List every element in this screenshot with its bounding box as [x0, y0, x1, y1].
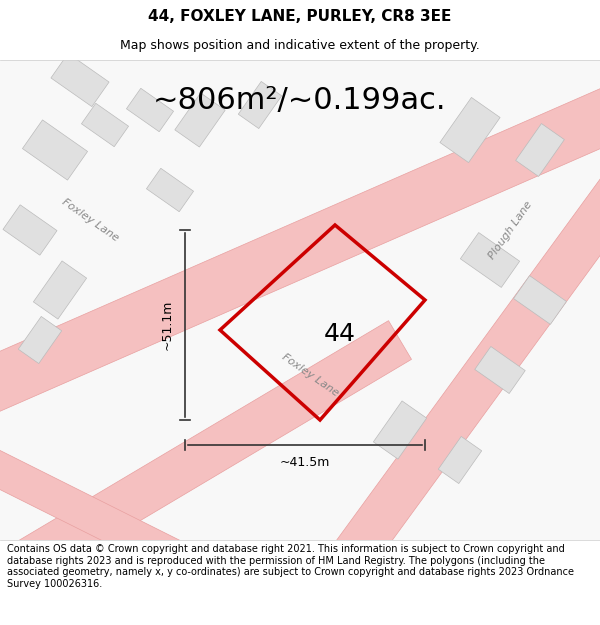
- Polygon shape: [34, 261, 86, 319]
- Text: Plough Lane: Plough Lane: [487, 199, 533, 261]
- Polygon shape: [438, 436, 482, 484]
- Polygon shape: [146, 168, 194, 212]
- Polygon shape: [332, 177, 600, 573]
- Polygon shape: [127, 88, 173, 132]
- Polygon shape: [238, 81, 282, 129]
- Polygon shape: [175, 93, 225, 147]
- Text: Foxley Lane: Foxley Lane: [280, 352, 340, 398]
- Polygon shape: [22, 120, 88, 180]
- Text: ~51.1m: ~51.1m: [161, 300, 173, 350]
- Text: 44, FOXLEY LANE, PURLEY, CR8 3EE: 44, FOXLEY LANE, PURLEY, CR8 3EE: [148, 9, 452, 24]
- Polygon shape: [82, 103, 128, 147]
- Text: Contains OS data © Crown copyright and database right 2021. This information is : Contains OS data © Crown copyright and d…: [7, 544, 574, 589]
- Text: Foxley Lane: Foxley Lane: [60, 197, 120, 243]
- Polygon shape: [515, 124, 565, 176]
- Polygon shape: [440, 98, 500, 162]
- Polygon shape: [19, 321, 412, 579]
- Text: ~806m²/~0.199ac.: ~806m²/~0.199ac.: [153, 86, 447, 114]
- Text: Map shows position and indicative extent of the property.: Map shows position and indicative extent…: [120, 39, 480, 51]
- Polygon shape: [3, 205, 57, 255]
- Polygon shape: [18, 316, 62, 364]
- Polygon shape: [0, 85, 600, 415]
- Text: 44: 44: [324, 322, 356, 346]
- Polygon shape: [514, 276, 566, 324]
- Polygon shape: [0, 444, 188, 576]
- Polygon shape: [51, 53, 109, 107]
- Polygon shape: [373, 401, 427, 459]
- Polygon shape: [475, 346, 525, 394]
- Text: ~41.5m: ~41.5m: [280, 456, 330, 469]
- Polygon shape: [460, 232, 520, 288]
